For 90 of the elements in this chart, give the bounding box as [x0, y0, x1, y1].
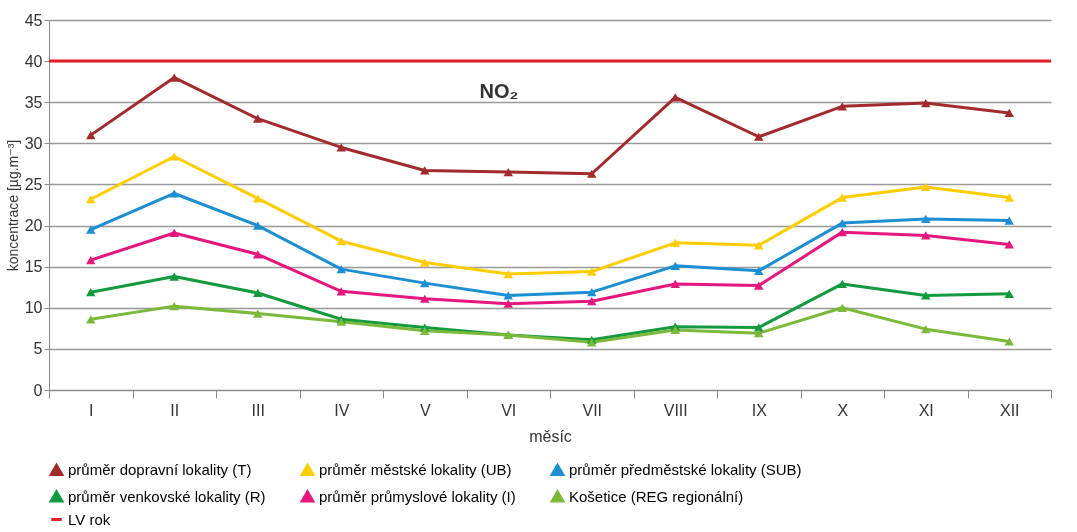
- x-tick-label: VII: [582, 401, 603, 419]
- point: [169, 272, 179, 281]
- legend-label: Košetice (REG regionální): [569, 487, 744, 505]
- point: [503, 269, 513, 279]
- point: [754, 132, 764, 141]
- point: [587, 297, 597, 306]
- legend-label: LV rok: [68, 510, 111, 528]
- point: [670, 238, 680, 247]
- point: [503, 168, 513, 177]
- legend-label: průměr dopravní lokality (T): [68, 460, 252, 478]
- point: [253, 221, 263, 230]
- x-tick-label: X: [837, 401, 849, 419]
- y-tick-label: 35: [24, 93, 43, 111]
- point: [837, 193, 847, 202]
- point: [1004, 216, 1014, 225]
- point: [837, 218, 847, 228]
- x-tick-label: III: [251, 401, 265, 419]
- x-tick-label: IV: [334, 401, 350, 419]
- y-tick-label: 15: [24, 258, 43, 276]
- point: [837, 303, 847, 312]
- point: [754, 329, 764, 338]
- point: [1004, 289, 1014, 298]
- point: [670, 279, 680, 289]
- point: [921, 325, 931, 334]
- y-tick-label: 45: [24, 11, 43, 29]
- point: [253, 114, 263, 123]
- y-axis-title: koncentrace [µg.m⁻³]: [4, 139, 21, 272]
- x-tick-label: V: [419, 401, 431, 419]
- point: [670, 261, 680, 270]
- y-tick-label: 25: [24, 175, 43, 193]
- point: [1004, 240, 1014, 249]
- x-tick-label: VI: [501, 401, 517, 419]
- x-tick-label: XI: [918, 401, 934, 419]
- point: [921, 182, 931, 192]
- point: [86, 195, 96, 204]
- point: [86, 255, 96, 265]
- annotation: NO₂: [479, 80, 519, 102]
- point: [837, 279, 847, 289]
- legend-label: průměr městské lokality (UB): [319, 460, 512, 478]
- point: [169, 73, 179, 82]
- point: [921, 214, 931, 224]
- point: [420, 258, 430, 267]
- point: [169, 152, 179, 161]
- point: [503, 291, 513, 300]
- point: [1004, 193, 1014, 202]
- point: [754, 241, 764, 250]
- x-tick-label: XII: [999, 401, 1020, 419]
- point: [336, 237, 346, 246]
- y-tick-label: 5: [33, 340, 43, 358]
- point: [754, 281, 764, 290]
- point: [86, 288, 96, 297]
- point: [587, 169, 597, 178]
- point: [86, 131, 96, 140]
- legend-label: průměr venkovské lokality (R): [68, 487, 266, 505]
- y-tick-label: 30: [24, 134, 43, 152]
- point: [587, 267, 597, 276]
- point: [253, 194, 263, 203]
- legend-label: průměr předměstské lokality (SUB): [569, 460, 802, 478]
- x-tick-label: IX: [751, 401, 768, 419]
- point: [754, 266, 764, 275]
- point: [587, 288, 597, 297]
- point: [420, 166, 430, 175]
- x-tick-label: I: [89, 401, 94, 419]
- y-tick-label: 10: [24, 299, 43, 317]
- point: [86, 225, 96, 234]
- point: [420, 279, 430, 288]
- point: [169, 302, 179, 311]
- point: [1004, 108, 1014, 118]
- point: [921, 231, 931, 240]
- point: [253, 288, 263, 298]
- point: [837, 228, 847, 237]
- point: [420, 294, 430, 303]
- point: [503, 299, 513, 308]
- point: [670, 325, 680, 335]
- legend-label: průměr průmyslové lokality (I): [319, 487, 516, 505]
- point: [253, 309, 263, 318]
- point: [169, 189, 179, 198]
- x-tick-label: VIII: [663, 401, 688, 419]
- point: [336, 265, 346, 274]
- y-tick-label: 0: [33, 381, 43, 399]
- x-tick-label: II: [170, 401, 180, 419]
- point: [169, 228, 179, 238]
- point: [1004, 337, 1014, 346]
- y-tick-label: 40: [24, 52, 43, 70]
- y-tick-label: 20: [24, 217, 43, 235]
- point: [921, 291, 931, 300]
- x-axis-title: měsíc: [529, 427, 572, 445]
- point: [86, 315, 96, 324]
- point: [336, 143, 346, 152]
- point: [921, 98, 931, 108]
